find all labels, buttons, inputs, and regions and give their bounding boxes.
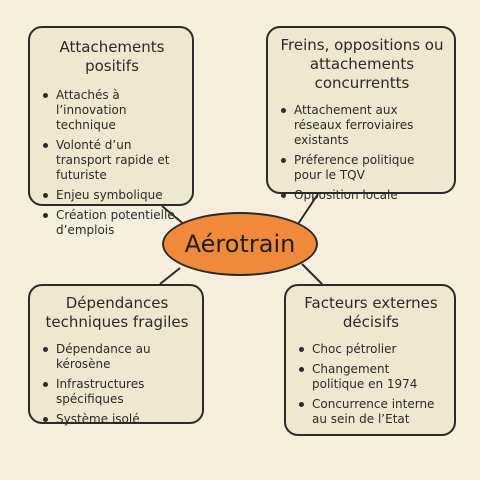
box-title: Dépendances techniques fragiles bbox=[45, 294, 189, 331]
bullet-list: Attachement aux réseaux ferroviaires exi… bbox=[280, 103, 444, 203]
list-item: Volonté d’un transport rapide et futuris… bbox=[42, 138, 182, 183]
box-title: Freins, oppositions ou attachements conc… bbox=[280, 36, 444, 92]
list-item: Attachement aux réseaux ferroviaires exi… bbox=[280, 103, 444, 148]
list-item: Choc pétrolier bbox=[298, 342, 444, 357]
connector-bottom-left bbox=[159, 267, 181, 285]
bullet-list: Choc pétrolier Changement politique en 1… bbox=[298, 342, 444, 427]
list-item: Changement politique en 1974 bbox=[298, 362, 444, 392]
list-item: Opposition locale bbox=[280, 188, 444, 203]
connector-bottom-right bbox=[301, 263, 323, 285]
connector-top-right bbox=[297, 193, 319, 225]
box-attachements-positifs: Attachements positifs Attachés à l’innov… bbox=[28, 26, 194, 237]
bullet-list: Attachés à l’innovation technique Volont… bbox=[42, 88, 182, 238]
list-item: Préference politique pour le TQV bbox=[280, 153, 444, 183]
list-item: Création potentielle d’emplois bbox=[42, 208, 182, 238]
bullet-list: Dépendance au kérosène Infrastructures s… bbox=[42, 342, 192, 427]
box-freins-oppositions: Freins, oppositions ou attachements conc… bbox=[266, 26, 456, 202]
list-item: Enjeu symbolique bbox=[42, 188, 182, 203]
box-title: Facteurs externes décisifs bbox=[304, 294, 438, 331]
box-facteurs-externes: Facteurs externes décisifs Choc pétrolie… bbox=[284, 284, 456, 436]
box-title: Attachements positifs bbox=[59, 38, 165, 75]
box-dependances-techniques: Dépendances techniques fragiles Dépendan… bbox=[28, 284, 204, 427]
list-item: Attachés à l’innovation technique bbox=[42, 88, 182, 133]
list-item: Concurrence interne au sein de l’Etat bbox=[298, 397, 444, 427]
list-item: Système isolé bbox=[42, 412, 192, 427]
list-item: Dépendance au kérosène bbox=[42, 342, 192, 372]
list-item: Infrastructures spécifiques bbox=[42, 377, 192, 407]
center-node-aerotrain: Aérotrain bbox=[162, 212, 318, 276]
